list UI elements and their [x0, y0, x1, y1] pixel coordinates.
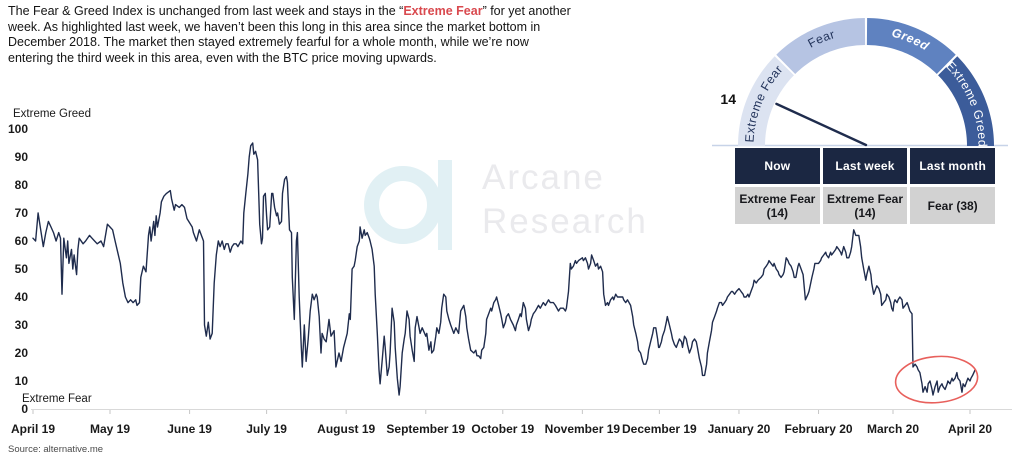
y-tick-label: 10	[15, 374, 29, 388]
gauge-segment-label-text: Greed	[890, 26, 931, 54]
x-tick-label: September 19	[386, 422, 465, 436]
y-axis-top-label: Extreme Greed	[13, 108, 91, 120]
crash-annotation-ellipse	[894, 355, 979, 404]
x-tick-label: January 20	[708, 422, 771, 436]
y-tick-label: 20	[15, 346, 29, 360]
gauge-segment-extreme-greed	[938, 56, 994, 146]
y-tick-label: 80	[15, 178, 29, 192]
gauge-segment-label-text: Extreme Greed	[943, 59, 989, 148]
y-tick-label: 40	[15, 290, 29, 304]
table-header-last-week: Last week	[822, 148, 908, 184]
gauge-segment-label-text: Extreme Fear	[743, 62, 786, 142]
y-tick-label: 30	[15, 318, 29, 332]
arcane-research-watermark: Arcane Research	[358, 152, 648, 254]
fear-greed-table: Now Last week Last month Extreme Fear (1…	[735, 148, 996, 224]
gauge-value-label: 14	[720, 91, 736, 107]
intro-text-after: ” for yet another week. As highlighted l…	[8, 4, 571, 65]
x-tick-label: August 19	[317, 422, 375, 436]
x-tick-label: February 20	[785, 422, 853, 436]
table-value-now: Extreme Fear (14)	[735, 187, 820, 224]
fear-greed-gauge: Extreme Fear Fear Greed Extreme Greed	[712, 18, 1008, 148]
y-tick-label: 70	[15, 206, 29, 220]
gauge-label-path	[754, 69, 785, 144]
y-tick-label: 60	[15, 234, 29, 248]
x-tick-label: April 19	[11, 422, 55, 436]
x-tick-label: November 19	[545, 422, 621, 436]
x-tick-label: March 20	[867, 422, 919, 436]
x-tick-label: June 19	[167, 422, 212, 436]
x-tick-label: May 19	[90, 422, 130, 436]
gauge-segment-extreme-fear	[738, 56, 794, 146]
y-tick-label: 50	[15, 262, 29, 276]
gauge-label-path	[948, 69, 979, 144]
x-tick-label: July 19	[246, 422, 287, 436]
gauge-label-path	[869, 34, 944, 65]
y-tick-label: 100	[8, 122, 28, 136]
y-tick-label: 0	[21, 402, 28, 416]
source-attribution: Source: alternative.me	[8, 444, 104, 455]
watermark-line1: Arcane	[482, 158, 605, 197]
gauge-needle	[775, 102, 868, 147]
gauge-segment-greed	[866, 18, 956, 74]
gauge-label-path	[789, 34, 864, 65]
table-header-now: Now	[735, 148, 820, 184]
intro-text-before: The Fear & Greed Index is unchanged from…	[8, 4, 404, 18]
table-value-last-week: Extreme Fear (14)	[822, 187, 908, 224]
gauge-segment-label: Greed	[890, 26, 931, 54]
gauge-segment-label: Fear	[806, 27, 837, 51]
arcane-logo-ring	[364, 166, 442, 244]
gauge-segment-label-text: Fear	[806, 27, 837, 51]
arcane-logo-icon	[364, 160, 452, 250]
gauge-segment-fear	[776, 18, 866, 74]
x-tick-label: October 19	[471, 422, 534, 436]
y-tick-label: 90	[15, 150, 29, 164]
table-header-last-month: Last month	[910, 148, 996, 184]
x-tick-label: April 20	[948, 422, 992, 436]
watermark-text: Arcane Research	[482, 156, 648, 244]
arcane-logo-bar	[438, 160, 452, 250]
y-axis-bottom-label: Extreme Fear	[22, 393, 92, 405]
gauge-segment-label: Extreme Greed	[943, 59, 989, 148]
gauge-segment-label: Extreme Fear	[743, 62, 786, 142]
x-tick-label: December 19	[622, 422, 697, 436]
table-value-row: Extreme Fear (14) Extreme Fear (14) Fear…	[735, 187, 996, 224]
intro-paragraph: The Fear & Greed Index is unchanged from…	[8, 4, 608, 66]
intro-highlight-extreme-fear: Extreme Fear	[403, 4, 483, 18]
table-header-row: Now Last week Last month	[735, 148, 996, 184]
table-value-last-month: Fear (38)	[910, 187, 996, 224]
watermark-line2: Research	[482, 202, 648, 241]
